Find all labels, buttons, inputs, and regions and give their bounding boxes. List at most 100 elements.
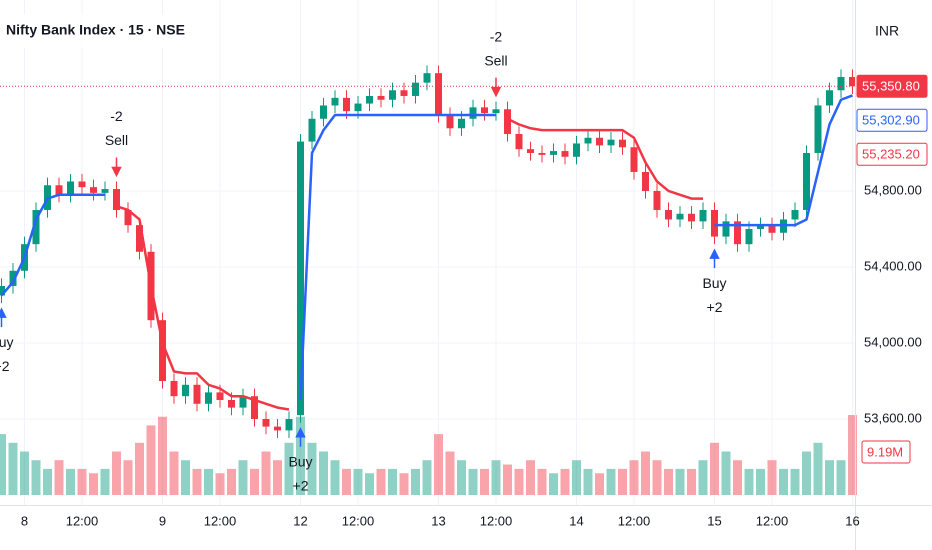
candle-body — [757, 225, 764, 229]
trend-line — [116, 117, 703, 411]
volume-bar — [491, 460, 501, 495]
volume-bar — [365, 473, 374, 495]
candle-body — [481, 107, 488, 114]
candle-body — [0, 285, 5, 296]
x-tick-label: 13 — [431, 513, 445, 528]
candle-body — [630, 147, 638, 172]
price-marker-label: 55,235.20 — [862, 147, 920, 162]
signal-text: Sell — [105, 132, 128, 148]
candle-body — [803, 152, 810, 210]
candle-body — [435, 73, 442, 115]
candle-body — [699, 209, 707, 222]
y-tick-label: 54,400.00 — [864, 258, 922, 273]
volume-bar — [215, 473, 225, 495]
candle-body — [400, 90, 408, 96]
volume-bar — [710, 442, 719, 495]
volume-bar — [8, 442, 18, 495]
signal-qty: -2 — [110, 108, 123, 124]
volume-bar — [376, 468, 386, 495]
x-tick-label: 12:00 — [480, 513, 513, 528]
volume-bar — [813, 442, 823, 495]
axis: 53,600.00 54,000.00 54,400.00 54,800.00 8 12:… — [21, 74, 928, 528]
sell-arrow — [111, 157, 122, 178]
volume-bar — [503, 464, 512, 495]
volume-bar — [836, 460, 846, 495]
volume-bar — [687, 468, 696, 495]
y-tick-label: 53,600.00 — [864, 410, 922, 425]
candle-body — [550, 151, 557, 155]
candle-body — [182, 384, 189, 397]
candle-body — [596, 137, 603, 146]
candle-body — [308, 118, 316, 142]
candle-body — [193, 384, 201, 404]
candle-body — [446, 114, 454, 129]
candle-body — [458, 118, 465, 129]
volume-bar — [89, 473, 98, 495]
volume-bar — [20, 451, 29, 495]
volume-bar — [606, 468, 616, 495]
candle-body — [101, 189, 109, 193]
volume-bar — [353, 468, 363, 495]
volume-bar — [733, 460, 742, 495]
volume-bar — [342, 468, 351, 495]
volume-bar — [31, 460, 41, 495]
volume-bar — [261, 451, 271, 495]
volume-bar — [0, 434, 6, 495]
volume-bar — [330, 460, 340, 495]
volume-bar — [675, 468, 685, 495]
candle-body — [791, 209, 799, 220]
sell-arrow — [490, 77, 502, 98]
volume-bar — [238, 460, 248, 495]
price-marker-label: 55,302.90 — [862, 113, 920, 128]
signal-qty: -2 — [490, 28, 503, 44]
volume-marker-label: 9.19M — [867, 444, 903, 459]
volume-bar — [434, 434, 443, 495]
currency[interactable]: INR — [875, 23, 899, 39]
price-marker-box — [856, 74, 928, 98]
volume-bar — [146, 425, 156, 495]
candle-body — [711, 209, 718, 237]
candle-body — [492, 109, 500, 114]
candle-body — [607, 139, 615, 146]
candle-body — [515, 133, 523, 150]
candle-body — [423, 73, 431, 83]
candle-body — [849, 76, 856, 87]
volume-bar — [779, 468, 788, 495]
x-tick-label: 8 — [21, 513, 28, 528]
candle-body — [412, 82, 419, 96]
candle-body — [159, 320, 166, 381]
x-tick-label: 9 — [159, 513, 166, 528]
buy-arrow — [0, 307, 7, 328]
x-tick-label: 15 — [707, 513, 721, 528]
candle-body — [239, 396, 247, 408]
volume-bar — [549, 473, 558, 495]
y-tick-label: 54,000.00 — [864, 334, 922, 349]
candle-body — [688, 213, 695, 222]
candle-body — [331, 97, 339, 106]
signal-text: Sell — [484, 52, 507, 68]
candle-body — [538, 152, 546, 155]
volume-bar — [227, 468, 236, 495]
x-tick-label: 12:00 — [756, 513, 789, 528]
candle-body — [90, 187, 97, 193]
volume-bar — [457, 460, 466, 495]
x-tick-label: 12:00 — [342, 513, 375, 528]
volume-bar — [641, 451, 650, 495]
candle-body — [228, 399, 235, 408]
volume-bar — [526, 460, 535, 495]
candle-body — [32, 209, 40, 245]
volume-bar — [572, 460, 581, 495]
volume-bar — [399, 473, 409, 495]
signal-text: Buy — [0, 334, 14, 350]
price: Buy +2 Sell -2 Buy +2 Sell -2 Buy +2 — [0, 28, 856, 493]
candle-body — [665, 209, 672, 220]
candle-body — [216, 392, 224, 400]
price-marker-box — [856, 108, 928, 132]
volume-bar — [319, 451, 328, 495]
candle-body — [745, 228, 753, 245]
x-tick-label: 12:00 — [204, 513, 237, 528]
volume-bar — [618, 468, 627, 495]
candle-body — [343, 97, 350, 112]
volume-marker-box — [861, 440, 911, 464]
